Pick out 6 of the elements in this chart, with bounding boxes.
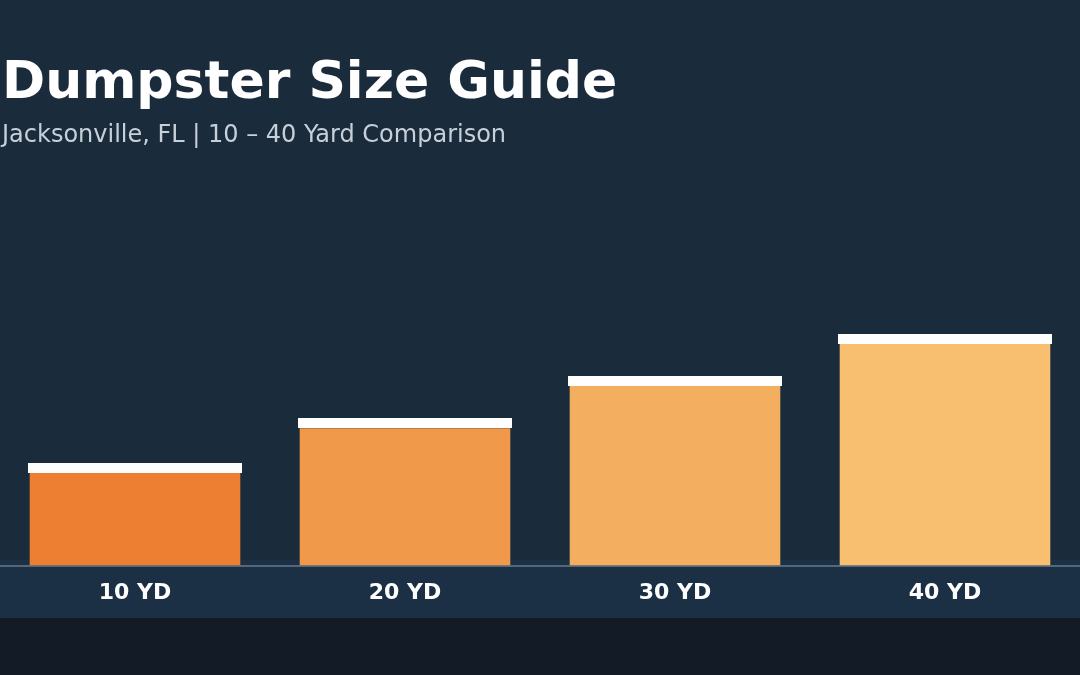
x-tick-label: 40 YD xyxy=(908,578,982,604)
x-tick-label: 20 YD xyxy=(368,578,442,604)
chart-subtitle: Jacksonville, FL | 10 – 40 Yard Comparison xyxy=(2,120,507,148)
x-tick-label: 30 YD xyxy=(638,578,712,604)
chart-title: Dumpster Size Guide xyxy=(2,50,618,110)
x-tick-label: 10 YD xyxy=(98,578,172,604)
